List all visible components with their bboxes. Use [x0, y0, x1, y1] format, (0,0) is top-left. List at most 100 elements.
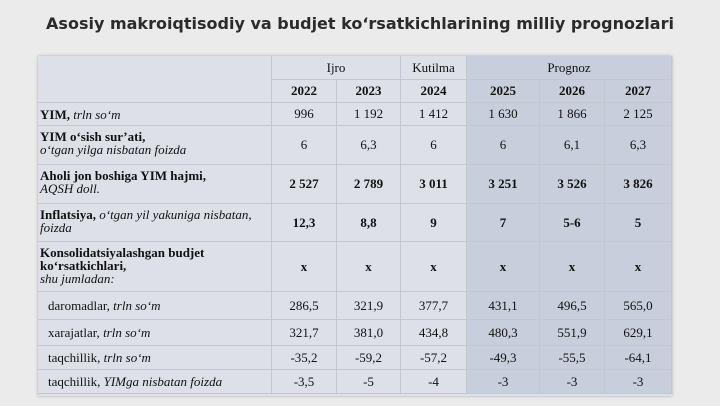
title: Asosiy makroiqtisodiy va budjet ko‘rsatk…	[46, 14, 674, 33]
cell: 2 125	[605, 103, 672, 126]
row-name: daromadlar,	[48, 298, 110, 313]
cell: 3 526	[540, 165, 605, 204]
row-label: Inflatsiya, o‘tgan yil yakuniga nisbatan…	[38, 204, 272, 242]
year-header: 2026	[540, 80, 605, 103]
row-name: taqchillik,	[48, 350, 101, 365]
cell: x	[272, 242, 337, 292]
row-label: YIM, trln so‘m	[38, 103, 272, 126]
cell: -5	[337, 370, 401, 394]
row-label: YIM o‘sish sur’ati, o‘tgan yilga nisbata…	[38, 126, 272, 165]
cell: 996	[272, 103, 337, 126]
cell: 3 826	[605, 165, 672, 204]
cell: 381,0	[337, 320, 401, 346]
row-label: taqchillik, trln so‘m	[38, 346, 272, 370]
row-unit: trln so‘m	[103, 325, 151, 340]
cell: 629,1	[605, 320, 672, 346]
cell: 12,3	[272, 204, 337, 242]
label-text: xarajatlar, trln so‘m	[48, 326, 150, 339]
label-text: daromadlar, trln so‘m	[48, 299, 160, 312]
group-header: Ijro	[272, 56, 401, 80]
label-text: Aholi jon boshiga YIM hajmi, AQSH doll.	[40, 168, 271, 195]
row-label: daromadlar, trln so‘m	[38, 292, 272, 320]
label-text: Inflatsiya, o‘tgan yil yakuniga nisbatan…	[40, 207, 252, 235]
row-unit: o‘tgan yil yakuniga nisbatan, foizda	[40, 207, 252, 235]
cell: x	[337, 242, 401, 292]
row-name: taqchillik,	[48, 374, 101, 389]
label-text: YIM, trln so‘m	[40, 108, 121, 121]
cell: 5	[605, 204, 672, 242]
cell: 3 251	[467, 165, 540, 204]
label-text: YIM o‘sish sur’ati, o‘tgan yilga nisbata…	[40, 129, 271, 156]
cell: 1 630	[467, 103, 540, 126]
row-unit: YIMga nisbatan foizda	[103, 374, 223, 389]
row-name: Aholi jon boshiga YIM hajmi,	[40, 168, 207, 183]
cell: -3	[540, 370, 605, 394]
cell: -59,2	[337, 346, 401, 370]
row-unit: trln so‘m	[113, 298, 161, 313]
cell: 6	[467, 126, 540, 165]
row-name: YIM o‘sish sur’ati,	[40, 129, 146, 144]
year-header: 2024	[401, 80, 467, 103]
year-header: 2022	[272, 80, 337, 103]
row-unit: trln so‘m	[103, 350, 151, 365]
year-header: 2027	[605, 80, 672, 103]
cell: 1 192	[337, 103, 401, 126]
cell: 321,7	[272, 320, 337, 346]
cell: 2 527	[272, 165, 337, 204]
cell: 3 011	[401, 165, 467, 204]
row-label: taqchillik, YIMga nisbatan foizda	[38, 370, 272, 394]
cell: 8,8	[337, 204, 401, 242]
row-unit: o‘tgan yilga nisbatan foizda	[40, 142, 187, 157]
cell: 2 789	[337, 165, 401, 204]
cell: -64,1	[605, 346, 672, 370]
row-unit: shu jumladan:	[40, 271, 115, 286]
cell: -3	[605, 370, 672, 394]
cell: -57,2	[401, 346, 467, 370]
cell: x	[401, 242, 467, 292]
cell: -35,2	[272, 346, 337, 370]
cell: 9	[401, 204, 467, 242]
cell: 286,5	[272, 292, 337, 320]
cell: 480,3	[467, 320, 540, 346]
row-name: xarajatlar,	[48, 325, 100, 340]
row-label: Konsolidatsiyalashgan budjet ko‘rsatkich…	[38, 242, 272, 292]
cell: x	[605, 242, 672, 292]
row-unit: trln so‘m	[73, 106, 121, 122]
cell: -4	[401, 370, 467, 394]
label-text: taqchillik, YIMga nisbatan foizda	[48, 375, 222, 388]
row-label: Aholi jon boshiga YIM hajmi, AQSH doll.	[38, 165, 272, 204]
cell: 6,1	[540, 126, 605, 165]
row-name: YIM,	[40, 106, 70, 122]
row-name: Konsolidatsiyalashgan budjet ko‘rsatkich…	[40, 245, 205, 273]
year-header: 2025	[467, 80, 540, 103]
cell: -3,5	[272, 370, 337, 394]
cell: 6	[272, 126, 337, 165]
cell: 551,9	[540, 320, 605, 346]
cell: 1 866	[540, 103, 605, 126]
cell: 6,3	[605, 126, 672, 165]
table: Ijro Kutilma Prognoz 2022 2023 2024 2025 2026 20…	[38, 56, 672, 396]
row-name: Inflatsiya,	[40, 207, 96, 222]
year-header: 2023	[337, 80, 401, 103]
row-label: xarajatlar, trln so‘m	[38, 320, 272, 346]
row-unit: AQSH doll.	[40, 181, 100, 196]
cell: x	[467, 242, 540, 292]
group-header: Kutilma	[401, 56, 467, 80]
cell: 431,1	[467, 292, 540, 320]
header-corner	[38, 56, 272, 103]
cell: 321,9	[337, 292, 401, 320]
group-header: Prognoz	[467, 56, 672, 80]
cell: 1 412	[401, 103, 467, 126]
label-text: Konsolidatsiyalashgan budjet ko‘rsatkich…	[40, 245, 271, 285]
label-text: taqchillik, trln so‘m	[48, 351, 151, 364]
cell: 7	[467, 204, 540, 242]
cell: -3	[467, 370, 540, 394]
cell: x	[540, 242, 605, 292]
cell: 565,0	[605, 292, 672, 320]
cell: 6,3	[337, 126, 401, 165]
cell: 5-6	[540, 204, 605, 242]
cell: -55,5	[540, 346, 605, 370]
cell: 496,5	[540, 292, 605, 320]
cell: 377,7	[401, 292, 467, 320]
